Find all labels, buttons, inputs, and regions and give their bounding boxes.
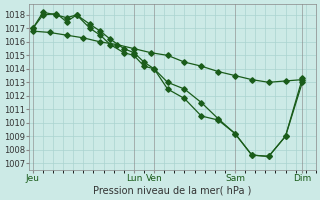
X-axis label: Pression niveau de la mer( hPa ): Pression niveau de la mer( hPa ) [93, 186, 252, 196]
